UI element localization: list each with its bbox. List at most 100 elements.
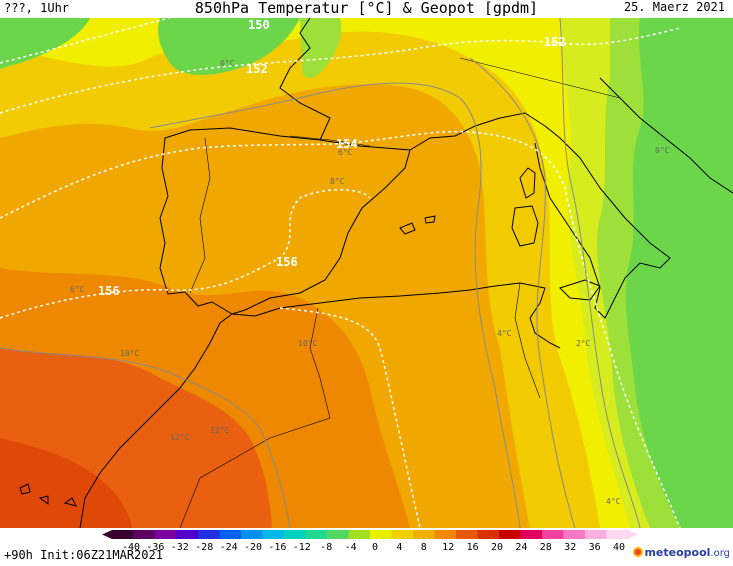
temp-label: 4°C — [497, 329, 512, 338]
sardinia-coast — [511, 205, 539, 247]
temp-label: 12°C — [210, 426, 229, 435]
canary-islands — [19, 483, 77, 507]
logo-suffix: .org — [710, 548, 730, 559]
geopot-label-152-west: 152 — [246, 62, 268, 76]
geopot-154 — [0, 130, 681, 528]
spain-france-border — [289, 135, 371, 147]
colorbar-swatch — [606, 530, 629, 539]
colorbar-swatch — [413, 530, 435, 539]
temp-label: 2°C — [576, 339, 591, 348]
country-borders — [179, 57, 621, 528]
colorbar-tick-label: 8 — [421, 542, 427, 550]
spain-portugal-border — [189, 137, 211, 294]
colorbar-swatch — [370, 530, 392, 539]
colorbar-tick-label: -20 — [244, 542, 262, 550]
morocco-atlantic-coast — [79, 313, 233, 528]
colorbar-swatch — [241, 530, 263, 539]
temperature-field-light-green-north — [300, 18, 342, 79]
morocco-algeria-border — [179, 307, 331, 528]
temp-label: 0°C — [220, 59, 235, 68]
weather-map: 150 152 152 154 156 156 0°C 0°C 6°C 8°C … — [0, 18, 733, 528]
geopotential-contours — [0, 18, 681, 528]
colorbar-tick-label: -16 — [268, 542, 286, 550]
temp-label: 0°C — [655, 146, 670, 155]
temperature-isotherms — [0, 18, 641, 528]
geopot-label-152-east: 152 — [544, 35, 566, 49]
colorbar-swatch — [520, 530, 543, 539]
geopot-156b — [279, 307, 421, 528]
colorbar-swatch — [262, 530, 285, 539]
geopot-label-150: 150 — [248, 18, 270, 32]
corsica-coast — [519, 167, 536, 199]
temp-label: 12°C — [170, 433, 189, 442]
forecast-time-label: ???, 1Uhr — [4, 1, 70, 15]
isotherm-0 — [559, 18, 641, 528]
colorbar-swatch — [499, 530, 521, 539]
colorbar-swatch — [219, 530, 242, 539]
colorbar-swatch — [585, 530, 607, 539]
colorbar-swatch — [155, 530, 177, 539]
temp-label: 10°C — [120, 349, 139, 358]
gulf-of-lion-coast — [409, 112, 546, 151]
colorbar-high-arrow — [628, 530, 638, 539]
colorbar-tick-label: 0 — [372, 542, 378, 550]
colorbar-ticks: -40 -36 -32 -28 -24 -20 -16 -12 -8 -4 0 4 8 12 16 20 24 2… — [122, 542, 625, 550]
colorbar-tick-label: -12 — [293, 542, 311, 550]
colorbar-tick-label: -8 — [320, 542, 332, 550]
colorbar-tick-label: -40 — [122, 542, 140, 550]
temp-label: 8°C — [330, 177, 345, 186]
geopot-label-156-spain: 156 — [276, 255, 298, 269]
alps-borders — [459, 57, 621, 99]
colorbar-tick-label: -36 — [146, 542, 164, 550]
isotherm-10 — [0, 347, 291, 528]
temperature-field-red — [0, 438, 132, 528]
north-africa-coast — [231, 282, 561, 349]
colorbar-tick-label: -24 — [220, 542, 238, 550]
temp-label: 4°C — [606, 497, 621, 506]
colorbar-swatch — [542, 530, 564, 539]
colorbar-swatch — [133, 530, 156, 539]
colorbar-swatch — [305, 530, 328, 539]
colorbar-swatch — [434, 530, 457, 539]
colorbar-swatch — [112, 530, 134, 539]
temperature-field-green — [625, 18, 733, 528]
italy-coast — [534, 125, 671, 319]
colorbar-tick-label: 16 — [467, 542, 479, 550]
colorbar-swatch — [563, 530, 586, 539]
colorbar-tick-label: 24 — [515, 542, 527, 550]
run-info: +90h Init:06Z21MAR2021 — [4, 548, 163, 562]
colorbar-swatch — [477, 530, 500, 539]
colorbar-tick-label: 36 — [589, 542, 601, 550]
colorbar-tick-label: -28 — [195, 542, 213, 550]
colorbar-swatch — [391, 530, 414, 539]
temp-label: 6°C — [338, 148, 353, 157]
balearic-islands — [399, 215, 436, 235]
colorbar-swatches — [102, 530, 638, 539]
geopot-label-156-west: 156 — [98, 284, 120, 298]
algeria-tunisia-border — [514, 282, 541, 399]
temperature-field-green-nw — [0, 18, 90, 70]
coastlines — [19, 18, 733, 528]
colorbar-swatch — [176, 530, 199, 539]
map-canvas: 150 152 152 154 156 156 0°C 0°C 6°C 8°C … — [0, 18, 733, 528]
colorbar-tick-label: -32 — [171, 542, 189, 550]
colorbar-low-arrow — [102, 530, 112, 539]
geopot-156 — [0, 189, 371, 319]
meteopool-logo-icon — [633, 547, 644, 557]
iberian-peninsula-coast — [159, 127, 411, 315]
logo-text: meteopool — [644, 546, 711, 559]
isotherm-8 — [149, 82, 521, 528]
colorbar-tick-label: 40 — [613, 542, 625, 550]
colorbar-swatch — [327, 530, 349, 539]
isotherm-4 — [469, 57, 576, 528]
colorbar-tick-label: -4 — [345, 542, 357, 550]
map-title: 850hPa Temperatur [°C] & Geopot [gpdm] — [194, 0, 539, 17]
meteopool-logo[interactable]: meteopool.org — [633, 546, 730, 559]
geopot-label-154: 154 — [336, 137, 358, 151]
colorbar-swatch — [198, 530, 220, 539]
temp-label: 6°C — [70, 285, 85, 294]
temperature-field-green-north — [158, 18, 300, 75]
colorbar-tick-label: 12 — [442, 542, 454, 550]
colorbar-tick-label: 20 — [491, 542, 503, 550]
temp-label: 10°C — [298, 339, 317, 348]
